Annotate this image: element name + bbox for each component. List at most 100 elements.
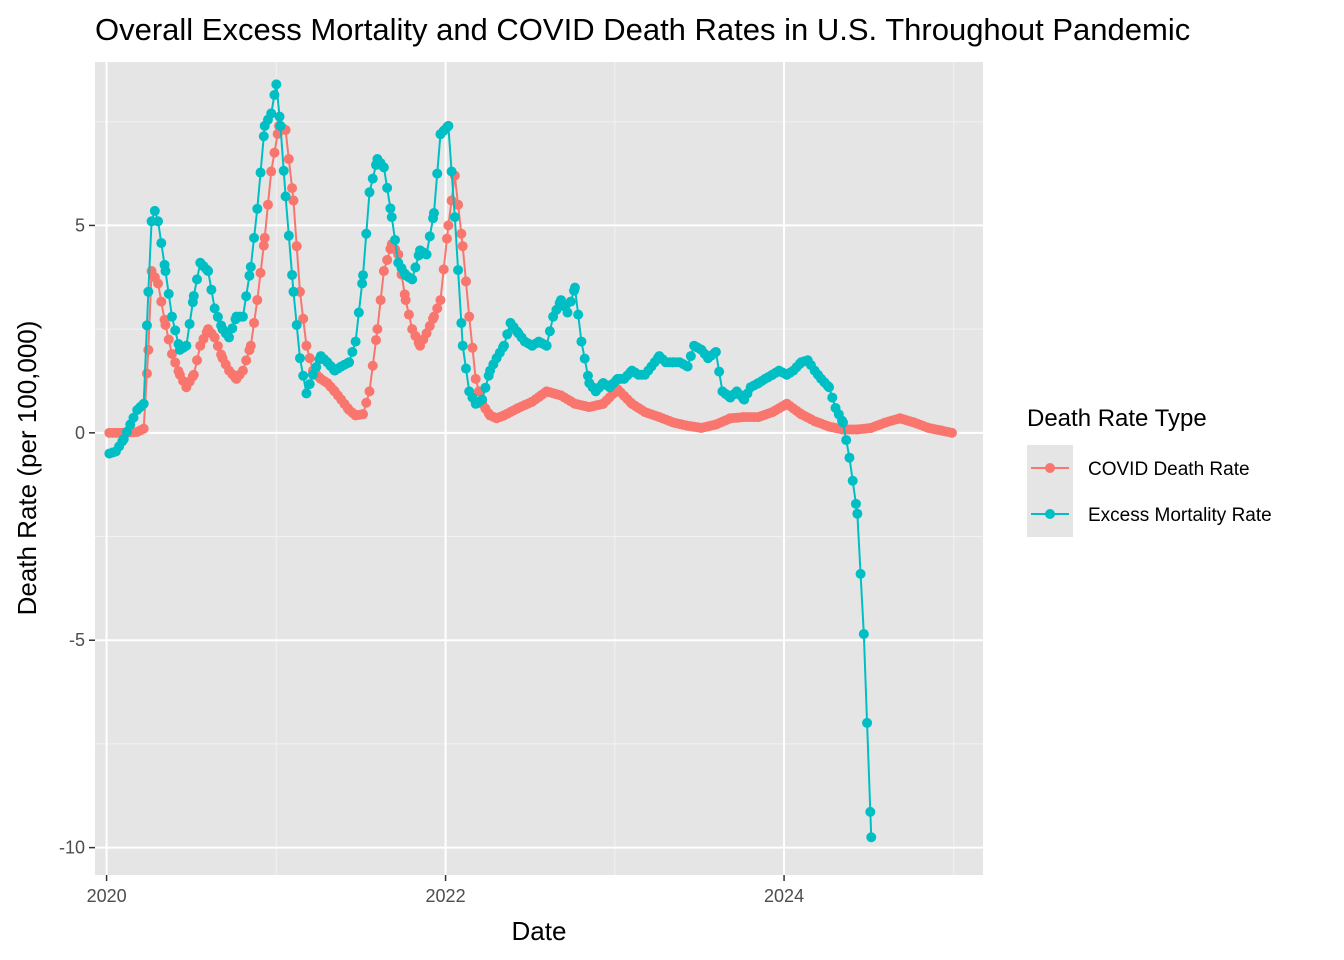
data-point — [224, 332, 235, 343]
data-point — [353, 307, 364, 318]
data-point — [138, 423, 149, 434]
data-point — [212, 311, 223, 322]
data-point — [170, 357, 181, 368]
data-point — [259, 232, 270, 243]
data-point — [156, 238, 167, 249]
data-point — [291, 241, 302, 252]
legend-label: Excess Mortality Rate — [1088, 505, 1272, 526]
data-point — [166, 311, 177, 322]
data-point — [562, 307, 573, 318]
data-point — [576, 336, 587, 347]
y-axis-title: Death Rate (per 100,000) — [12, 321, 42, 616]
data-point — [241, 291, 252, 302]
y-axis: -10 -5 0 5 — [59, 215, 95, 858]
data-point — [852, 508, 863, 519]
data-point — [301, 340, 312, 351]
data-point — [866, 832, 877, 843]
data-point — [456, 228, 467, 239]
legend-item: Excess Mortality Rate — [1027, 491, 1272, 537]
data-point — [498, 340, 509, 351]
data-point — [827, 392, 838, 403]
data-point — [245, 340, 256, 351]
data-point — [149, 205, 160, 216]
data-point — [283, 230, 294, 241]
data-point — [456, 318, 467, 329]
data-point — [237, 311, 248, 322]
data-point — [249, 232, 260, 243]
data-point — [421, 249, 432, 260]
data-point — [141, 320, 152, 331]
data-point — [304, 353, 315, 364]
data-point — [255, 167, 266, 178]
data-point — [311, 362, 322, 373]
data-point — [288, 286, 299, 297]
data-point — [160, 266, 171, 277]
data-point — [278, 165, 289, 176]
data-point — [258, 240, 269, 251]
data-point — [453, 265, 464, 276]
data-point — [682, 361, 693, 372]
data-point — [841, 435, 852, 446]
data-point — [192, 274, 203, 285]
data-point — [364, 386, 375, 397]
data-point — [470, 373, 481, 384]
data-point — [464, 311, 475, 322]
y-tick-label: 5 — [75, 215, 85, 235]
data-point — [367, 173, 378, 184]
legend-title: Death Rate Type — [1027, 405, 1207, 432]
data-point — [460, 363, 471, 374]
data-point — [301, 388, 312, 399]
data-point — [212, 340, 223, 351]
data-point — [269, 147, 280, 158]
data-point — [358, 409, 369, 420]
data-point — [138, 398, 149, 409]
data-point — [372, 324, 383, 335]
data-point — [241, 355, 252, 366]
data-point — [371, 335, 382, 346]
data-point — [188, 290, 199, 301]
data-point — [837, 417, 848, 428]
data-point — [367, 360, 378, 371]
legend: Death Rate Type COVID Death Rate Excess M… — [1027, 405, 1272, 537]
data-point — [275, 120, 286, 131]
data-point — [865, 806, 876, 817]
data-point — [163, 288, 174, 299]
series-layer — [104, 79, 957, 843]
data-point — [946, 427, 957, 438]
data-point — [291, 319, 302, 330]
series-covid-death-rate — [104, 120, 957, 438]
data-point — [153, 278, 164, 289]
data-point — [378, 162, 389, 173]
x-tick-label: 2024 — [764, 886, 804, 906]
data-point — [382, 254, 393, 265]
data-point — [184, 318, 195, 329]
data-point — [262, 199, 273, 210]
x-tick-label: 2020 — [87, 886, 127, 906]
data-point — [258, 131, 269, 142]
data-point — [156, 296, 167, 307]
data-point — [166, 349, 177, 360]
data-point — [160, 319, 171, 330]
data-point — [274, 111, 285, 122]
data-point — [192, 355, 203, 366]
data-point — [252, 295, 263, 306]
data-point — [249, 317, 260, 328]
data-point — [344, 357, 355, 368]
data-point — [390, 234, 401, 245]
data-point — [209, 332, 220, 343]
data-point — [163, 334, 174, 345]
data-point — [424, 231, 435, 242]
data-point — [304, 379, 315, 390]
series-excess-mortality-rate — [104, 79, 877, 843]
data-point — [467, 342, 478, 353]
data-point — [298, 313, 309, 324]
data-point — [428, 311, 439, 322]
data-point — [457, 340, 468, 351]
x-axis-title: Date — [512, 916, 567, 946]
data-point — [280, 191, 291, 202]
data-point — [453, 199, 464, 210]
data-point — [435, 295, 446, 306]
data-point — [569, 282, 580, 293]
data-point — [847, 475, 858, 486]
